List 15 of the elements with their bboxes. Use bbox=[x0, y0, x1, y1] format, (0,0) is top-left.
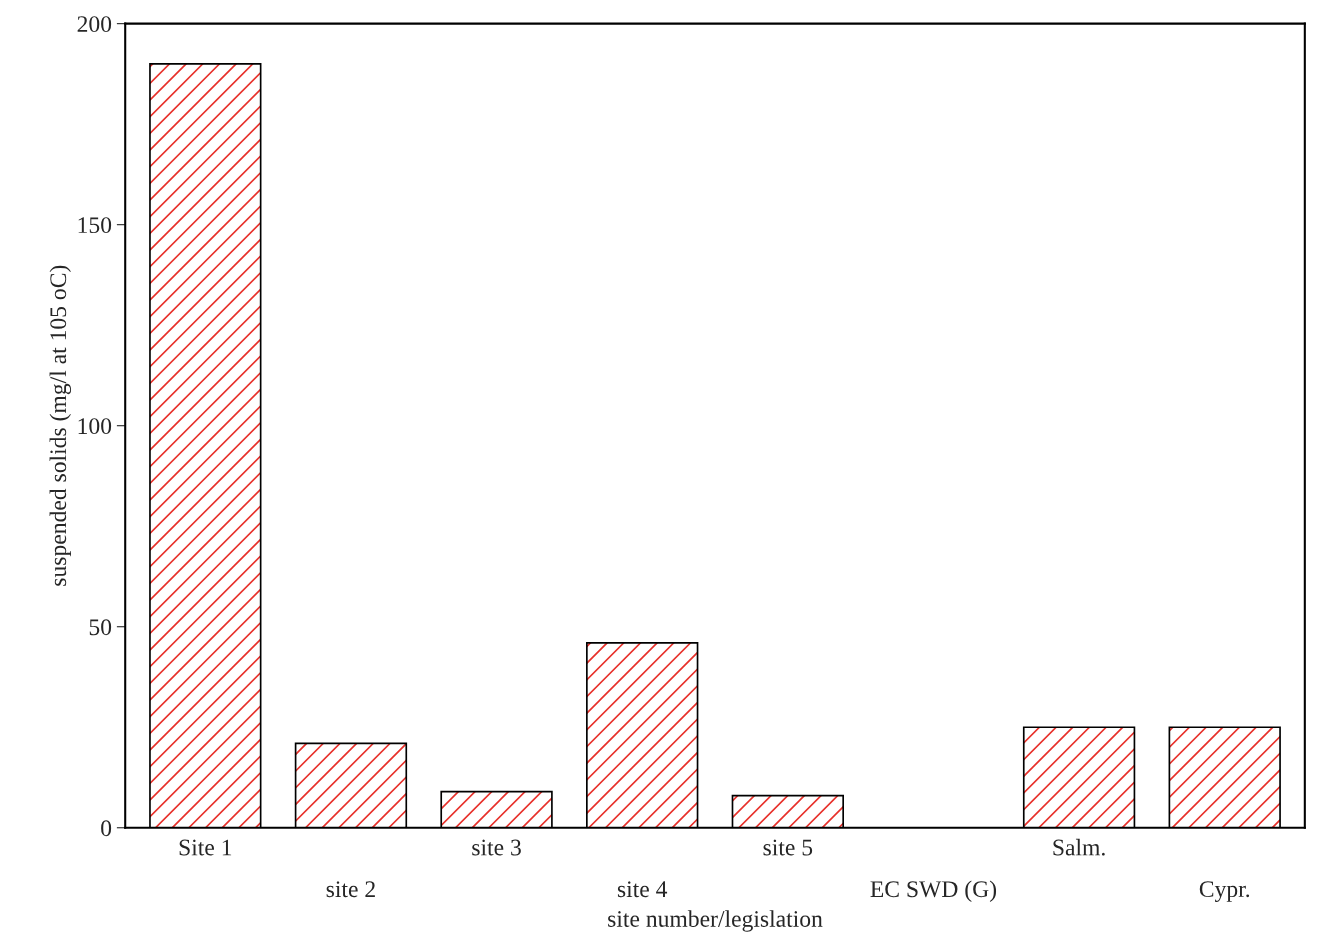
x-tick-label: Cypr. bbox=[1199, 881, 1250, 902]
x-tick-label: EC SWD (G) bbox=[870, 880, 997, 902]
x-tick-label: Site 1 bbox=[179, 839, 232, 856]
x-tick-label: site 2 bbox=[326, 881, 375, 898]
y-tick-label: 100 bbox=[78, 418, 112, 435]
y-axis-title: suspended solids (mg/l at 105 oC) bbox=[49, 265, 72, 586]
x-tick-label: Salm. bbox=[1053, 838, 1105, 856]
y-tick-label: 200 bbox=[77, 16, 112, 33]
y-tick-label: 50 bbox=[89, 619, 112, 636]
x-tick-label: site 3 bbox=[472, 839, 521, 856]
x-axis-title: site number/legislation bbox=[608, 910, 823, 932]
y-tick-label: 150 bbox=[78, 217, 112, 234]
y-tick-label: 0 bbox=[101, 820, 112, 837]
x-tick-label: site 5 bbox=[763, 839, 813, 856]
x-tick-label: site 4 bbox=[617, 881, 668, 898]
